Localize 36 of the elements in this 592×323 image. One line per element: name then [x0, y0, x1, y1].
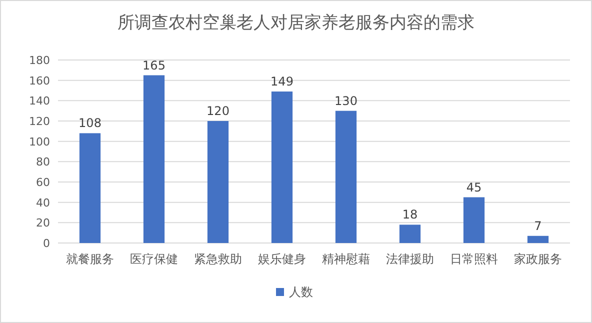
x-tick-label: 法律援助 — [386, 252, 434, 266]
y-tick-label: 180 — [29, 54, 50, 67]
y-tick-label: 80 — [36, 156, 50, 169]
data-label: 165 — [142, 58, 166, 72]
x-tick-label: 精神慰藉 — [322, 252, 370, 266]
bar — [207, 121, 229, 243]
y-tick-label: 120 — [29, 115, 50, 128]
y-tick-label: 140 — [29, 94, 50, 108]
bar — [335, 110, 357, 243]
data-label: 18 — [402, 208, 418, 222]
x-tick-label: 日常照料 — [450, 252, 498, 266]
y-tick-label: 160 — [29, 74, 50, 88]
bar — [143, 75, 165, 243]
x-tick-label: 紧急救助 — [194, 252, 242, 266]
bar — [271, 92, 293, 243]
bar — [79, 133, 101, 243]
data-label: 130 — [334, 94, 358, 108]
y-tick-label: 60 — [36, 176, 50, 189]
data-label: 108 — [78, 116, 102, 130]
data-label: 120 — [206, 104, 230, 118]
legend-label: 人数 — [289, 285, 313, 299]
chart-title: 所调查农村空巢老人对居家养老服务内容的需求 — [118, 13, 474, 33]
data-label: 7 — [534, 218, 542, 233]
y-tick-label: 100 — [29, 135, 50, 148]
y-tick-label: 40 — [36, 196, 50, 210]
x-tick-label: 医疗保健 — [130, 252, 178, 266]
bar — [527, 236, 549, 243]
x-tick-label: 娱乐健身 — [258, 252, 306, 266]
x-tick-label: 就餐服务 — [66, 252, 114, 266]
data-label: 149 — [270, 74, 294, 89]
y-tick-label: 0 — [43, 237, 50, 250]
bar — [463, 197, 485, 243]
bar — [399, 224, 421, 243]
y-tick-label: 20 — [36, 216, 50, 230]
data-label: 45 — [466, 180, 482, 194]
x-tick-label: 家政服务 — [514, 252, 562, 266]
